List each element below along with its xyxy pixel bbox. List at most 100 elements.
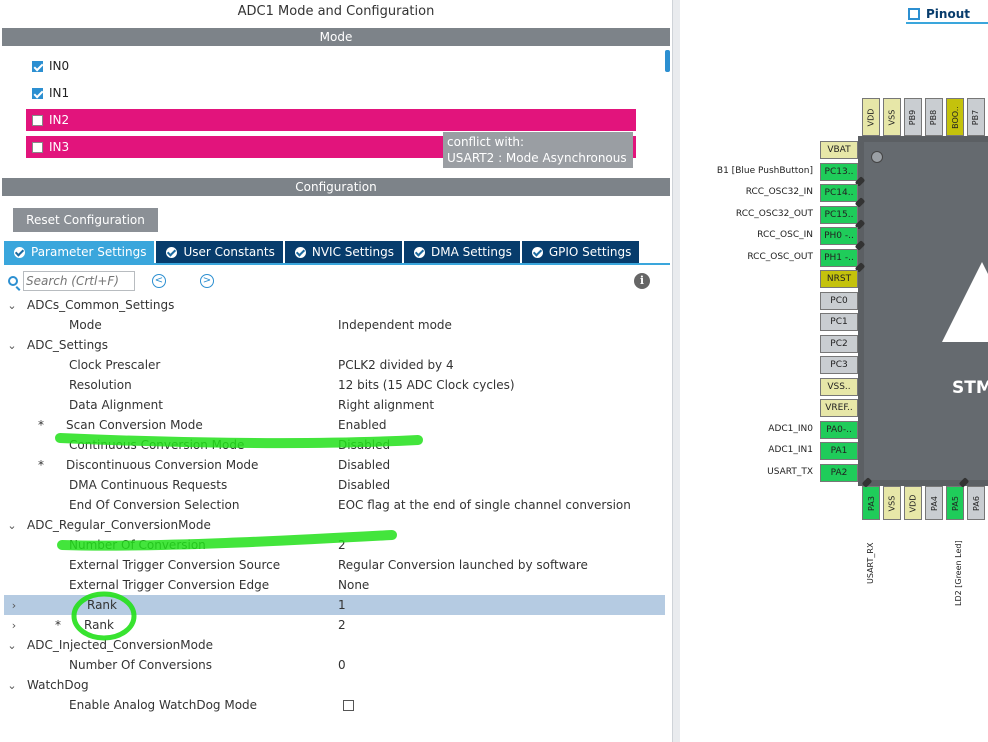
pin-top-pb8[interactable]: PB8: [925, 98, 943, 136]
pin-pa2[interactable]: PA2: [820, 463, 858, 482]
pin-name: VSS: [887, 109, 897, 125]
pin-top-vss[interactable]: VSS: [883, 98, 901, 136]
group-watchdog[interactable]: ⌄ WatchDog: [4, 675, 665, 695]
pin-pa1[interactable]: PA1: [820, 442, 858, 460]
param-row[interactable]: Number Of Conversion 2: [4, 535, 665, 555]
mode-item-in2[interactable]: IN2: [26, 109, 636, 131]
pin-top-pb7[interactable]: PB7: [967, 98, 985, 136]
chevron-right-icon[interactable]: ›: [11, 598, 17, 612]
param-row[interactable]: Enable Analog WatchDog Mode: [4, 695, 665, 715]
search-next-icon[interactable]: >: [200, 274, 214, 288]
param-value[interactable]: Enabled: [338, 418, 387, 432]
pin-bottom-pa3[interactable]: PA3: [862, 486, 880, 520]
tab-gpio-settings[interactable]: GPIO Settings: [521, 241, 640, 263]
pin-top-boo[interactable]: BOO..: [946, 98, 964, 136]
panel-splitter[interactable]: [672, 0, 680, 742]
param-value[interactable]: 2: [338, 618, 346, 632]
pin-vss[interactable]: VSS..: [820, 377, 858, 396]
param-value[interactable]: Right alignment: [338, 398, 435, 412]
pin-nrst[interactable]: NRST: [820, 270, 858, 288]
pin-vbat[interactable]: VBAT: [820, 141, 858, 159]
pin-signal-label: B1 [Blue PushButton]: [716, 165, 813, 176]
pin-ph1[interactable]: PH1 -..: [820, 248, 858, 267]
pin-bottom-pa4[interactable]: PA4: [925, 486, 943, 520]
reset-configuration-button[interactable]: Reset Configuration: [13, 208, 158, 232]
param-row[interactable]: External Trigger Conversion Edge None: [4, 575, 665, 595]
pin-bottom-pa5[interactable]: PA5: [946, 486, 964, 520]
pin-bottom-vss[interactable]: VSS: [883, 486, 901, 520]
chevron-down-icon[interactable]: ⌄: [7, 338, 17, 352]
param-row[interactable]: External Trigger Conversion Source Regul…: [4, 555, 665, 575]
checkbox[interactable]: [32, 87, 43, 99]
param-value[interactable]: 0: [338, 658, 346, 672]
pin-ph0[interactable]: PH0 -..: [820, 227, 858, 245]
search-input[interactable]: [23, 271, 135, 291]
pin-pc2[interactable]: PC2: [820, 334, 858, 353]
param-row[interactable]: * Scan Conversion Mode Enabled: [4, 415, 665, 435]
mode-list-scrollbar[interactable]: [665, 50, 670, 72]
param-value[interactable]: Regular Conversion launched by software: [338, 558, 588, 572]
chevron-right-icon[interactable]: ›: [11, 618, 17, 632]
param-row[interactable]: Mode Independent mode: [4, 315, 665, 335]
param-row[interactable]: Resolution 12 bits (15 ADC Clock cycles): [4, 375, 665, 395]
param-value[interactable]: Independent mode: [338, 318, 452, 332]
param-value[interactable]: None: [338, 578, 370, 592]
mode-item-in0[interactable]: IN0: [26, 55, 636, 77]
param-row[interactable]: End Of Conversion Selection EOC flag at …: [4, 495, 665, 515]
tab-user-constants[interactable]: User Constants: [156, 241, 283, 263]
tab-pinout[interactable]: Pinout: [908, 4, 970, 24]
mode-item-in1[interactable]: IN1: [26, 82, 636, 104]
checkbox[interactable]: [32, 60, 43, 72]
pin-bottom-vdd[interactable]: VDD: [904, 486, 922, 520]
param-name: Discontinuous Conversion Mode: [66, 458, 259, 472]
pin-pc15[interactable]: PC15..: [820, 205, 858, 224]
pin-bottom-pa6[interactable]: PA6: [967, 486, 985, 520]
mode-section-bar[interactable]: Mode: [2, 28, 670, 46]
param-row[interactable]: Number Of Conversions 0: [4, 655, 665, 675]
param-row[interactable]: DMA Continuous Requests Disabled: [4, 475, 665, 495]
param-value[interactable]: Disabled: [338, 458, 391, 472]
info-icon[interactable]: i: [634, 273, 650, 289]
pin-top-pb9[interactable]: PB9: [904, 98, 922, 136]
mode-item-label: IN3: [49, 140, 70, 154]
pin-signal-label: ADC1_IN0: [768, 423, 813, 434]
group-adc-injected-conversionmode[interactable]: ⌄ ADC_Injected_ConversionMode: [4, 635, 665, 655]
param-row[interactable]: Clock Prescaler PCLK2 divided by 4: [4, 355, 665, 375]
pin-pc1[interactable]: PC1: [820, 313, 858, 331]
param-value[interactable]: Disabled: [338, 478, 391, 492]
param-row[interactable]: * Discontinuous Conversion Mode Disabled: [4, 455, 665, 475]
tab-nvic-settings[interactable]: NVIC Settings: [284, 241, 402, 263]
pin-vref[interactable]: VREF..: [820, 399, 858, 417]
pin-pa0[interactable]: PA0-..: [820, 420, 858, 439]
param-value[interactable]: 12 bits (15 ADC Clock cycles): [338, 378, 515, 392]
tab-parameter-settings[interactable]: Parameter Settings: [4, 241, 155, 263]
param-value[interactable]: PCLK2 divided by 4: [338, 358, 454, 372]
param-row[interactable]: Data Alignment Right alignment: [4, 395, 665, 415]
param-name: Rank: [84, 618, 114, 632]
chevron-down-icon[interactable]: ⌄: [7, 638, 17, 652]
chevron-down-icon[interactable]: ⌄: [7, 678, 17, 692]
checkbox[interactable]: [32, 114, 43, 126]
configuration-section-bar[interactable]: Configuration: [2, 178, 670, 196]
group-adcs-common-settings[interactable]: ⌄ ADCs_Common_Settings: [4, 295, 665, 315]
chevron-down-icon[interactable]: ⌄: [7, 298, 17, 312]
param-row[interactable]: Continuous Conversion Mode Disabled: [4, 435, 665, 455]
rank-row-selected[interactable]: › Rank 1: [4, 595, 665, 615]
pin-pc13[interactable]: PC13..: [820, 162, 858, 181]
tab-dma-settings[interactable]: DMA Settings: [403, 241, 520, 263]
search-prev-icon[interactable]: <: [152, 274, 166, 288]
param-value[interactable]: 1: [338, 598, 346, 612]
checkbox[interactable]: [32, 141, 43, 153]
rank-row[interactable]: › * Rank 2: [4, 615, 665, 635]
param-value[interactable]: EOC flag at the end of single channel co…: [338, 498, 631, 512]
param-value[interactable]: 2: [338, 538, 346, 552]
pin-pc3[interactable]: PC3: [820, 356, 858, 374]
group-adc-settings[interactable]: ⌄ ADC_Settings: [4, 335, 665, 355]
pin-top-vdd[interactable]: VDD: [862, 98, 880, 136]
watchdog-checkbox[interactable]: [343, 699, 354, 711]
pin-pc14[interactable]: PC14..: [820, 184, 858, 202]
param-value[interactable]: Disabled: [338, 438, 391, 452]
group-adc-regular-conversionmode[interactable]: ⌄ ADC_Regular_ConversionMode: [4, 515, 665, 535]
pin-pc0[interactable]: PC0: [820, 291, 858, 310]
chevron-down-icon[interactable]: ⌄: [7, 518, 17, 532]
